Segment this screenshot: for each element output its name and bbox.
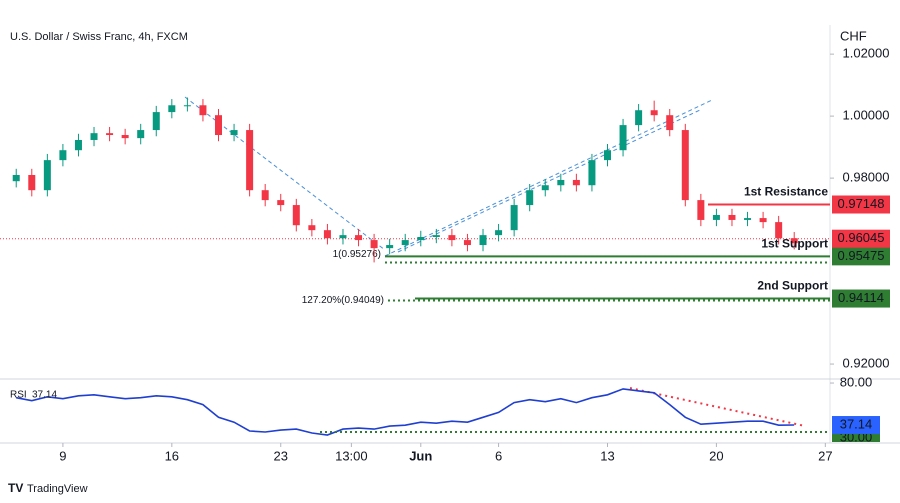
candle-body [261,190,269,201]
level-label: 1st Support [761,237,828,251]
candle-body [728,214,736,220]
candle-body [199,105,207,116]
candle-body [59,150,67,161]
candle-body [463,240,471,246]
fib-label: 127.20%(0.94049) [302,295,384,306]
channel-line [384,99,713,257]
rsi-level-box [832,430,880,442]
candle-body [448,235,456,241]
candle-body [619,125,627,151]
candle-body [681,130,689,201]
candle-body [417,236,425,241]
last-price-value: 0.96045 [838,230,885,245]
candle-body [246,130,254,191]
chart-title: U.S. Dollar / Swiss Franc, 4h, FXCM [10,31,188,43]
candle-body [230,130,238,136]
logo: TV [8,481,23,495]
level-label: 1st Resistance [744,185,828,199]
candle-body [183,105,191,107]
candle-body [121,135,129,139]
candle-body [432,235,440,237]
x-tick-label: Jun [409,448,432,463]
brand: TradingView [27,483,88,495]
rsi-value-box [832,416,880,435]
y-tick-label: 80.00 [840,374,873,389]
candle-body [137,130,145,139]
rsi-value: 37.14 [840,416,873,431]
rsi-name: RSI [10,390,27,401]
y-tick-label: 0.98000 [843,170,890,185]
currency: CHF [840,28,867,43]
candle-body [401,240,409,246]
x-tick-label: 9 [59,448,66,463]
x-tick-label: 13:00 [335,448,368,463]
y-tick-label: 1.02000 [843,46,890,61]
candle-body [572,179,580,186]
x-tick-label: 13 [600,448,614,463]
level-box [832,289,890,308]
candle-body [510,205,518,231]
candle-body [74,139,82,151]
candle-body [479,235,487,246]
candle-body [370,240,378,249]
candle-body [666,115,674,131]
candle-body [744,218,752,220]
candle-body [43,160,51,191]
level-box [832,195,890,214]
candle-body [697,200,705,220]
x-tick-label: 20 [709,448,723,463]
candle-body [215,115,223,136]
candle-body [90,133,98,140]
last-price-box [832,229,890,248]
candle-body [277,200,285,206]
level-value: 0.94114 [838,290,884,305]
rsi-line [16,388,795,436]
candle-body [308,225,316,231]
candle-body [775,222,783,239]
candle-body [759,218,767,223]
level-value: 0.97148 [838,196,885,211]
candle-body [635,110,643,126]
candle-body [355,235,363,241]
candle-body [712,214,720,220]
candle-body [386,245,394,249]
level-value: 0.95475 [838,248,885,263]
x-tick-label: 23 [274,448,288,463]
candle-body [541,185,549,191]
x-tick-label: 27 [818,448,832,463]
candle-body [603,150,611,161]
candle-body [323,230,331,239]
candle-body [526,190,534,206]
candle-body [106,133,114,136]
candle-body [292,205,300,226]
fib-label: 1(0.95276) [333,249,381,260]
x-tick-label: 16 [165,448,179,463]
x-tick-label: 6 [495,448,502,463]
level-label: 2nd Support [757,279,828,293]
level-box [832,247,890,266]
candle-body [790,238,798,244]
candle-body [339,235,347,239]
candle-body [152,112,160,131]
y-tick-label: 0.92000 [843,355,890,370]
footer: TV TradingView [8,481,88,495]
candle-body [588,160,596,186]
candle-body [495,230,503,236]
candle-body [168,105,176,113]
candle-body [12,175,20,182]
candle-body [650,110,658,116]
y-tick-label: 1.00000 [843,108,890,123]
candle-body [557,179,565,186]
candle-body [28,175,36,191]
rsi-current: 37.14 [32,390,57,401]
